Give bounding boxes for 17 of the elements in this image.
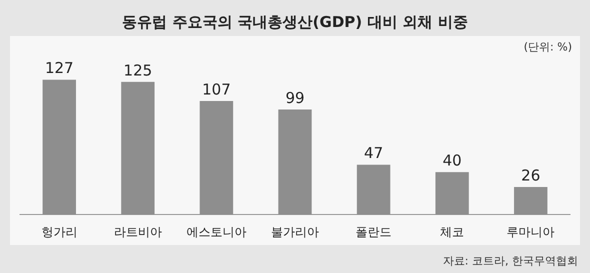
data-label: 26 <box>521 166 540 184</box>
x-tick-label: 루마니아 <box>506 224 555 239</box>
data-label: 47 <box>364 144 384 162</box>
data-label: 107 <box>202 80 231 98</box>
data-label: 99 <box>285 88 305 107</box>
text: (단위: %) <box>524 40 572 54</box>
data-label: 127 <box>44 59 74 78</box>
text: 자료: 코트라, 한국무역협회 <box>442 254 578 268</box>
chart-title: 동유럽 주요국의 국내총생산(GDP) 대비 외채 비중 <box>122 12 468 31</box>
data-label: 125 <box>124 61 152 80</box>
x-tick-label: 라트비아 <box>114 224 162 239</box>
x-tick-label: 에스토니아 <box>186 224 246 239</box>
data-label: 40 <box>442 152 462 170</box>
x-tick-label: 폴란드 <box>356 224 392 239</box>
x-tick-label: 헝가리 <box>41 224 78 239</box>
x-tick-label: 체코 <box>440 224 464 239</box>
x-tick-label: 불가리아 <box>271 224 319 239</box>
